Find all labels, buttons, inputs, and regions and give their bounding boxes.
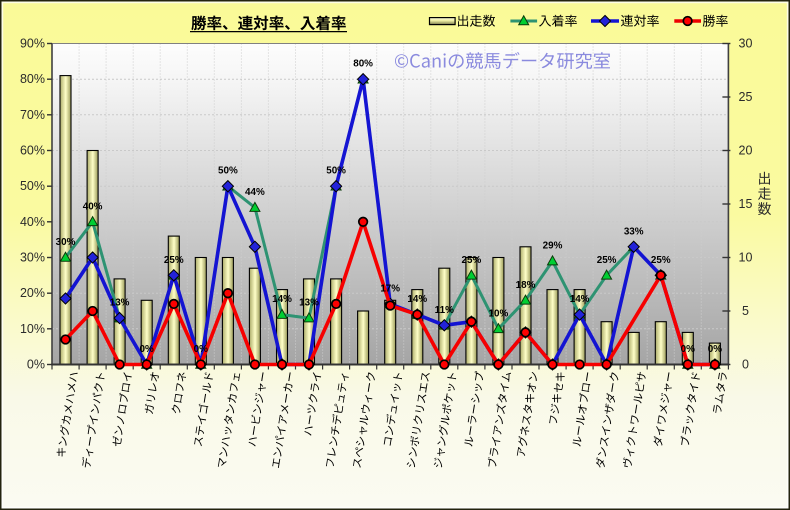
svg-text:17%: 17% xyxy=(380,283,400,294)
svg-text:33%: 33% xyxy=(624,226,644,237)
svg-text:25%: 25% xyxy=(651,255,671,266)
svg-text:0%: 0% xyxy=(194,344,208,355)
svg-text:0%: 0% xyxy=(681,344,695,355)
svg-text:50%: 50% xyxy=(20,179,45,193)
svg-text:30%: 30% xyxy=(56,237,76,248)
svg-text:14%: 14% xyxy=(272,294,292,305)
svg-text:80%: 80% xyxy=(353,59,373,70)
svg-text:40%: 40% xyxy=(20,215,45,229)
svg-text:40%: 40% xyxy=(83,201,103,212)
svg-text:10: 10 xyxy=(739,251,753,265)
svg-text:13%: 13% xyxy=(299,298,319,309)
svg-text:70%: 70% xyxy=(20,108,45,122)
svg-text:15: 15 xyxy=(739,197,753,211)
svg-text:60%: 60% xyxy=(20,144,45,158)
svg-text:30%: 30% xyxy=(20,251,45,265)
svg-text:0: 0 xyxy=(742,358,749,372)
svg-text:90%: 90% xyxy=(20,37,45,51)
svg-text:20%: 20% xyxy=(20,286,45,300)
svg-text:25%: 25% xyxy=(462,255,482,266)
svg-text:0%: 0% xyxy=(708,344,722,355)
svg-text:50%: 50% xyxy=(326,166,346,177)
svg-text:0%: 0% xyxy=(140,344,154,355)
svg-text:14%: 14% xyxy=(407,294,427,305)
svg-text:18%: 18% xyxy=(516,280,536,291)
svg-text:25%: 25% xyxy=(164,255,184,266)
svg-text:10%: 10% xyxy=(489,308,509,319)
svg-text:30: 30 xyxy=(739,37,753,51)
svg-text:20: 20 xyxy=(739,144,753,158)
svg-text:50%: 50% xyxy=(218,166,238,177)
svg-text:10%: 10% xyxy=(20,322,45,336)
svg-text:25: 25 xyxy=(739,90,753,104)
svg-text:29%: 29% xyxy=(543,241,563,252)
svg-text:5: 5 xyxy=(742,304,749,318)
svg-text:80%: 80% xyxy=(20,72,45,86)
svg-text:44%: 44% xyxy=(245,187,265,198)
svg-text:0%: 0% xyxy=(27,358,45,372)
svg-text:25%: 25% xyxy=(597,255,617,266)
svg-text:13%: 13% xyxy=(110,298,130,309)
svg-text:11%: 11% xyxy=(435,305,454,316)
svg-text:14%: 14% xyxy=(570,294,590,305)
